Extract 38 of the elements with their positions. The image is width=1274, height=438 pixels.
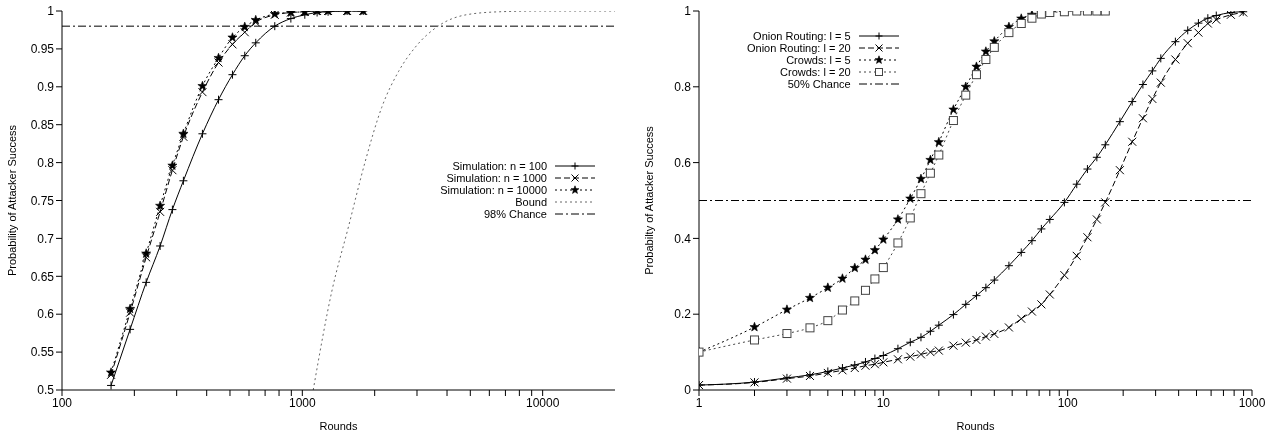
y-tick-label: 0.4 [674,231,692,246]
y-tick-label: 0.75 [30,193,55,208]
x-tick-label: 100 [51,395,73,410]
x-tick-label: 100 [1057,395,1078,410]
y-tick-label: 0.7 [37,231,55,246]
legend-label: Bound [515,196,547,208]
y-tick-label: 0.2 [674,307,692,322]
y-tick-label: 0.5 [37,383,55,398]
y-axis-title: Probabilty of Attacker Success [642,125,655,275]
legend-label: 50% Chance [787,78,851,90]
legend-label: 98% Chance [484,208,547,220]
legend-label: Onion Routing: l = 20 [747,42,851,54]
y-tick-label: 1 [47,4,55,19]
legend-label: Simulation: n = 10000 [440,184,547,196]
y-tick-label: 0.6 [37,307,55,322]
legend-label: Simulation: n = 1000 [446,172,547,184]
y-tick-label: 0.85 [30,117,55,132]
y-tick-label: 0 [684,383,692,398]
y-tick-label: 0.6 [674,155,692,170]
x-tick-label: 10 [876,395,891,410]
legend-label: Simulation: n = 100 [452,160,547,172]
y-tick-label: 0.65 [30,269,55,284]
legend-label: Onion Routing: l = 5 [753,30,851,42]
x-tick-label: 1000 [288,395,316,410]
y-tick-label: 1 [684,4,692,19]
legend-label: Crowds: l = 5 [786,54,851,66]
y-tick-label: 0.55 [30,345,55,360]
y-tick-label: 0.95 [30,42,55,57]
x-axis-title: Rounds [956,420,995,432]
legend-label: Crowds: l = 20 [780,66,851,78]
x-tick-label: 10000 [525,395,560,410]
x-tick-label: 1000 [1238,395,1266,410]
y-tick-label: 0.8 [674,80,692,95]
y-tick-label: 0.9 [37,80,55,95]
y-tick-label: 0.8 [37,155,55,170]
x-axis-title: Rounds [319,420,358,432]
y-axis-title: Probability of Attacker Success [5,124,18,277]
x-tick-label: 1 [695,395,703,410]
